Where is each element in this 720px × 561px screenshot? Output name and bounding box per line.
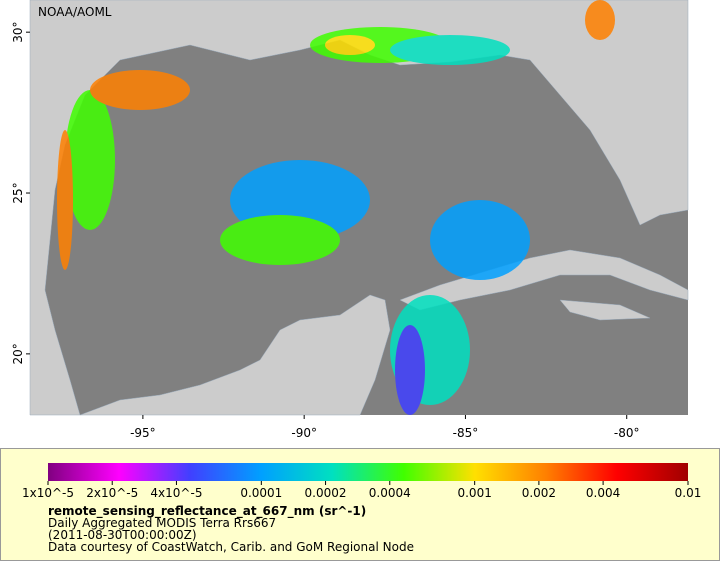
lat-tick-label: 30° (11, 22, 25, 43)
colorbar-tick-label: 1x10^-5 (22, 486, 74, 500)
source: Data courtesy of CoastWatch, Carib. and … (48, 540, 414, 554)
colorbar-tick-label: 0.01 (675, 486, 702, 500)
lon-tick-label: -85° (453, 426, 479, 440)
colorbar (48, 463, 688, 481)
credit: NOAA/AOML (38, 5, 112, 19)
lat-tick-label: 25° (11, 182, 25, 203)
time: (2011-08-30T00:00:00Z) (48, 528, 197, 542)
colorbar-tick-label: 0.0001 (240, 486, 282, 500)
colorbar-tick-label: 4x10^-5 (150, 486, 202, 500)
lat-tick-label: 20° (11, 343, 25, 364)
colorbar-tick-label: 2x10^-5 (86, 486, 138, 500)
dataset: Daily Aggregated MODIS Terra Rrs667 (48, 516, 276, 530)
variable: remote_sensing_reflectance_at_667_nm (sr… (48, 504, 366, 519)
lon-tick-label: -95° (130, 426, 156, 440)
colorbar-tick-label: 0.001 (457, 486, 491, 500)
lon-tick-label: -80° (614, 426, 640, 440)
lon-tick-label: -90° (291, 426, 317, 440)
colorbar-tick-label: 0.0002 (305, 486, 347, 500)
land (29, 0, 689, 416)
colorbar-tick-label: 0.0004 (369, 486, 411, 500)
data-patches (57, 0, 615, 415)
colorbar-tick-label: 0.002 (522, 486, 556, 500)
colorbar-tick-label: 0.004 (586, 486, 620, 500)
